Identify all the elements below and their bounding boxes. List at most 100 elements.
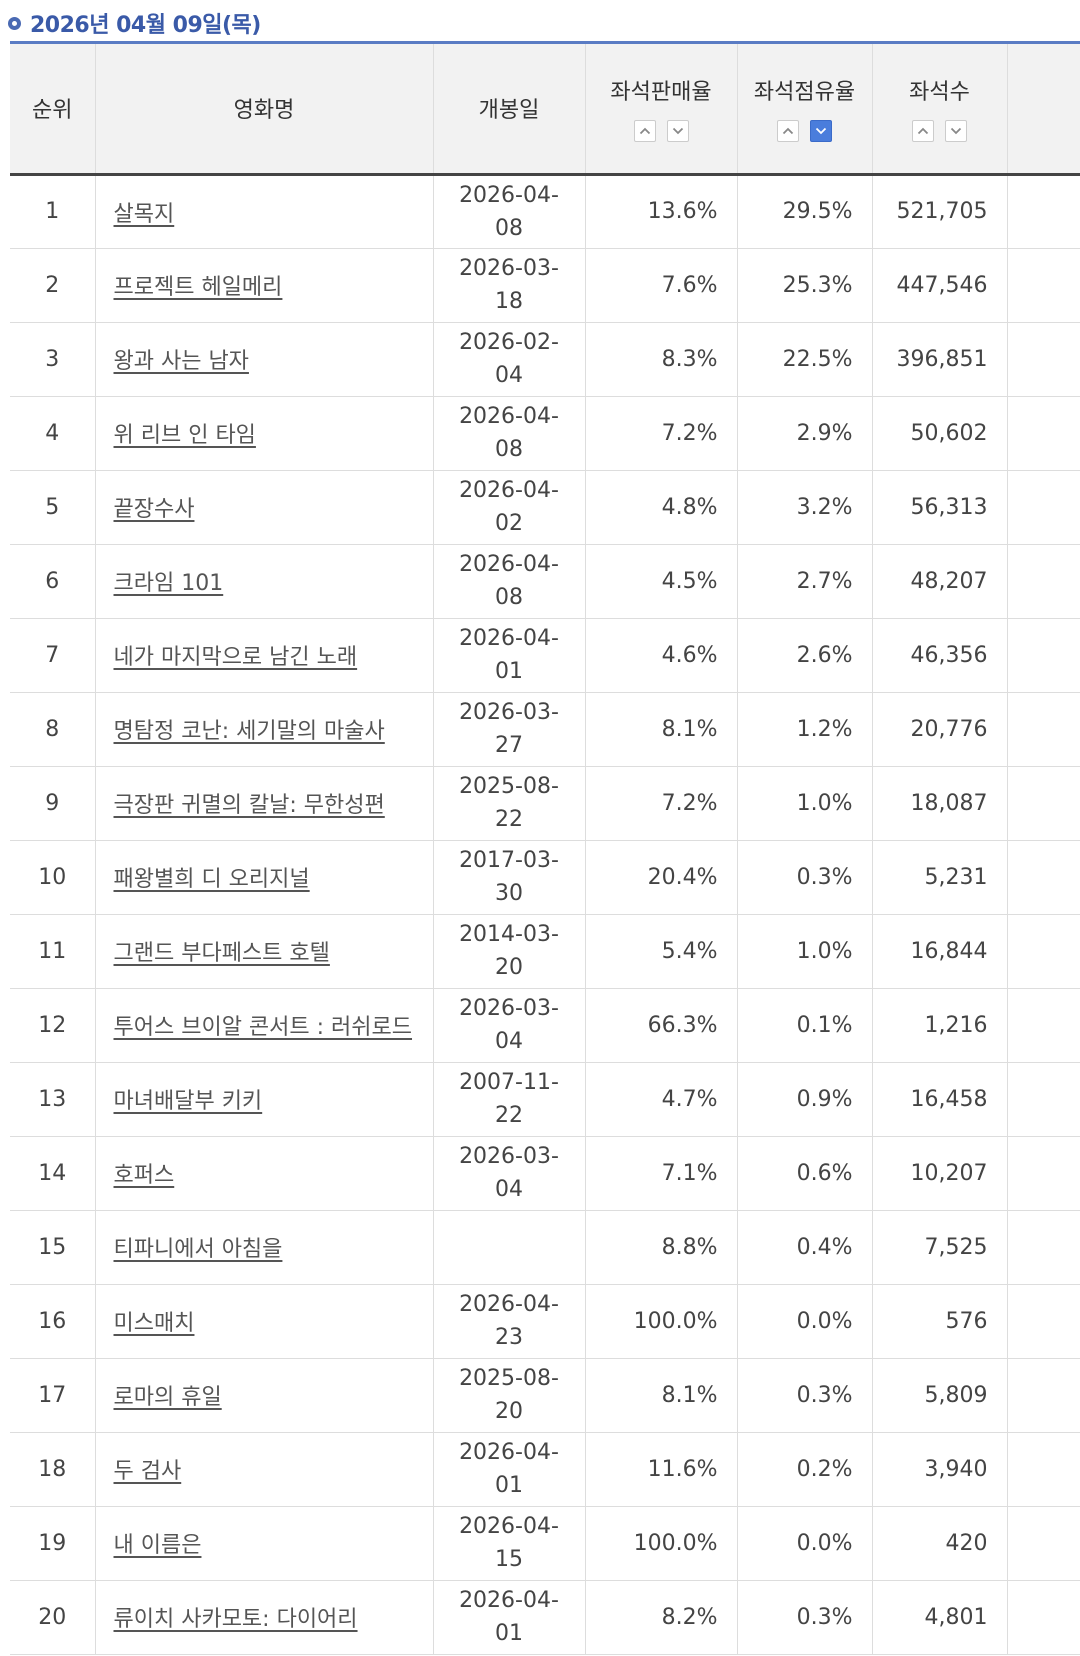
seat-share-rate-cell: 2.9%: [737, 396, 873, 471]
sort-up-icon[interactable]: [777, 120, 799, 143]
movie-title-link[interactable]: 류이치 사카모토: 다이어리: [113, 1607, 358, 1632]
title-cell: 티파니에서 아침을: [95, 1210, 434, 1285]
table-row: 10 패왕별희 디 오리지널 2017-03-30 20.4% 0.3% 5,231: [10, 840, 1080, 915]
boxoffice-table: 순위 영화명 개봉일 좌석판매율 좌석점유율: [10, 44, 1080, 1655]
seat-share-rate-cell: 0.1%: [737, 988, 873, 1063]
seat-share-rate-cell: 2.6%: [737, 618, 873, 693]
movie-title-link[interactable]: 극장판 귀멸의 칼날: 무한성편: [113, 793, 385, 818]
movie-title-link[interactable]: 그랜드 부다페스트 호텔: [113, 941, 330, 966]
seat-sales-rate-cell: 4.8%: [585, 470, 738, 545]
overflow-cell: [1007, 174, 1080, 249]
table-row: 20 류이치 사카모토: 다이어리 2026-04-01 8.2% 0.3% 4,801: [10, 1580, 1080, 1655]
release-date-cell: 2026-03-04: [433, 988, 586, 1063]
sort-up-icon[interactable]: [912, 120, 934, 143]
table-row: 6 크라임 101 2026-04-08 4.5% 2.7% 48,207: [10, 544, 1080, 619]
movie-title-link[interactable]: 네가 마지막으로 남긴 노래: [113, 645, 358, 670]
movie-title-link[interactable]: 프로젝트 헤일메리: [113, 275, 283, 300]
seat-sales-rate-cell: 8.3%: [585, 322, 738, 397]
title-cell: 그랜드 부다페스트 호텔: [95, 914, 434, 989]
seat-share-rate-cell: 0.0%: [737, 1284, 873, 1359]
rank-cell: 20: [10, 1580, 96, 1655]
seat-count-cell: 3,940: [872, 1432, 1008, 1507]
overflow-cell: [1007, 1284, 1080, 1359]
movie-title-link[interactable]: 끝장수사: [113, 497, 195, 522]
seat-sales-rate-cell: 13.6%: [585, 174, 738, 249]
sort-down-icon[interactable]: [810, 120, 832, 143]
title-cell: 명탐정 코난: 세기말의 마술사: [95, 692, 434, 767]
table-body: 1 살목지 2026-04-08 13.6% 29.5% 521,705 2 프로젝트 헤일메…: [10, 174, 1080, 1655]
seat-share-rate-cell: 2.7%: [737, 544, 873, 619]
seat-count-cell: 56,313: [872, 470, 1008, 545]
overflow-cell: [1007, 618, 1080, 693]
movie-title-link[interactable]: 로마의 휴일: [113, 1385, 222, 1410]
rank-cell: 8: [10, 692, 96, 767]
sort-up-icon[interactable]: [633, 120, 656, 143]
movie-title-link[interactable]: 미스매치: [113, 1311, 195, 1336]
seat-share-rate-cell: 0.4%: [737, 1210, 873, 1285]
seat-count-cell: 5,809: [872, 1358, 1008, 1433]
seat-sales-rate-cell: 8.2%: [585, 1580, 738, 1655]
seat-share-rate-cell: 25.3%: [737, 248, 873, 323]
date-header: 2026년 04월 09일(목): [8, 6, 261, 40]
movie-title-link[interactable]: 왕과 사는 남자: [113, 349, 249, 374]
circle-bullet-icon: [8, 16, 21, 30]
title-cell: 크라임 101: [95, 544, 434, 619]
table-row: 3 왕과 사는 남자 2026-02-04 8.3% 22.5% 396,851: [10, 322, 1080, 397]
movie-title-link[interactable]: 위 리브 인 타임: [113, 423, 256, 448]
movie-title-link[interactable]: 호퍼스: [113, 1163, 175, 1188]
title-cell: 왕과 사는 남자: [95, 322, 434, 397]
movie-title-link[interactable]: 크라임 101: [113, 571, 224, 596]
table-row: 19 내 이름은 2026-04-15 100.0% 0.0% 420: [10, 1506, 1080, 1581]
rank-cell: 9: [10, 766, 96, 841]
movie-title-link[interactable]: 내 이름은: [113, 1533, 202, 1558]
movie-title-link[interactable]: 티파니에서 아침을: [113, 1237, 283, 1262]
seat-sales-rate-cell: 7.1%: [585, 1136, 738, 1211]
movie-title-link[interactable]: 살목지: [113, 201, 175, 227]
movie-title-link[interactable]: 두 검사: [113, 1459, 182, 1484]
seat-sales-rate-cell: 8.8%: [585, 1210, 738, 1285]
seat-sales-rate-cell: 100.0%: [585, 1506, 738, 1581]
title-cell: 투어스 브이알 콘서트 : 러쉬로드: [95, 988, 434, 1063]
release-date-cell: 2017-03-30: [433, 840, 586, 915]
seat-share-rate-cell: 29.5%: [737, 174, 873, 249]
seat-share-rate-cell: 0.3%: [737, 840, 873, 915]
seat-share-rate-cell: 0.0%: [737, 1506, 873, 1581]
release-date-cell: 2026-04-01: [433, 618, 586, 693]
movie-title-link[interactable]: 패왕별희 디 오리지널: [113, 867, 310, 892]
release-date-cell: 2026-04-02: [433, 470, 586, 545]
overflow-cell: [1007, 840, 1080, 915]
seat-count-cell: 4,801: [872, 1580, 1008, 1655]
seat-count-cell: 576: [872, 1284, 1008, 1359]
title-cell: 네가 마지막으로 남긴 노래: [95, 618, 434, 693]
movie-title-link[interactable]: 마녀배달부 키키: [113, 1089, 263, 1114]
rank-cell: 13: [10, 1062, 96, 1137]
release-date-cell: 2025-08-20: [433, 1358, 586, 1433]
date-title: 2026년 04월 09일(목): [30, 13, 261, 38]
sort-down-icon[interactable]: [666, 120, 689, 143]
seat-sales-rate-cell: 100.0%: [585, 1284, 738, 1359]
seat-sales-rate-cell: 4.6%: [585, 618, 738, 693]
release-date-cell: 2026-04-01: [433, 1580, 586, 1655]
seat-share-rate-cell: 22.5%: [737, 322, 873, 397]
rank-cell: 4: [10, 396, 96, 471]
title-cell: 극장판 귀멸의 칼날: 무한성편: [95, 766, 434, 841]
title-cell: 두 검사: [95, 1432, 434, 1507]
seat-count-cell: 46,356: [872, 618, 1008, 693]
rank-cell: 18: [10, 1432, 96, 1507]
table-row: 2 프로젝트 헤일메리 2026-03-18 7.6% 25.3% 447,546: [10, 248, 1080, 323]
column-header-seat-count: 좌석수: [872, 44, 1008, 176]
table-row: 14 호퍼스 2026-03-04 7.1% 0.6% 10,207: [10, 1136, 1080, 1211]
overflow-cell: [1007, 322, 1080, 397]
title-cell: 위 리브 인 타임: [95, 396, 434, 471]
column-header-release-date: 개봉일: [433, 44, 586, 176]
seat-sales-rate-cell: 8.1%: [585, 1358, 738, 1433]
release-date-cell: 2026-04-15: [433, 1506, 586, 1581]
movie-title-link[interactable]: 투어스 브이알 콘서트 : 러쉬로드: [113, 1015, 413, 1040]
table-row: 12 투어스 브이알 콘서트 : 러쉬로드 2026-03-04 66.3% 0.1% 1…: [10, 988, 1080, 1063]
rank-cell: 12: [10, 988, 96, 1063]
rank-cell: 15: [10, 1210, 96, 1285]
release-date-cell: 2007-11-22: [433, 1062, 586, 1137]
movie-title-link[interactable]: 명탐정 코난: 세기말의 마술사: [113, 719, 385, 744]
seat-count-cell: 48,207: [872, 544, 1008, 619]
sort-down-icon[interactable]: [945, 120, 967, 143]
